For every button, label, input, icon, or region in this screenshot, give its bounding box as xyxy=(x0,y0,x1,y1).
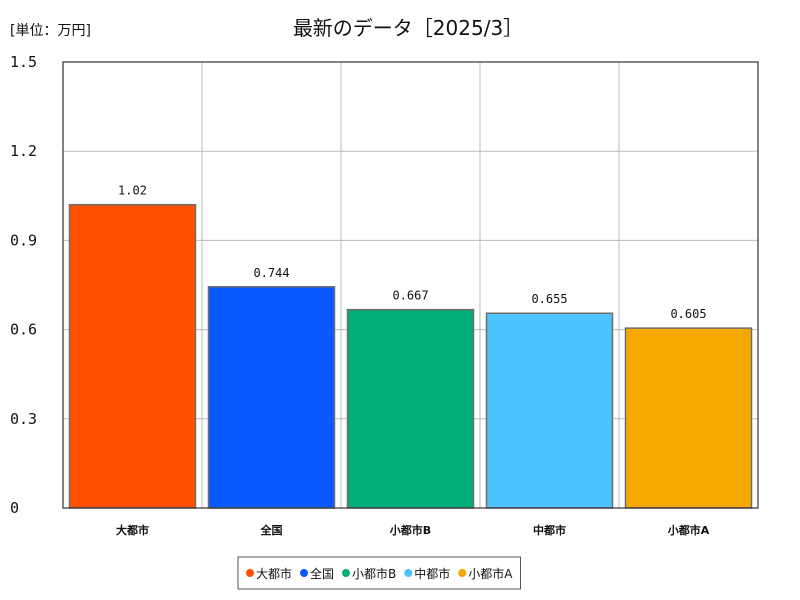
x-tick-label: 小都市A xyxy=(667,523,710,537)
legend-marker xyxy=(342,569,351,577)
legend-label: 中都市 xyxy=(414,566,450,581)
y-tick-label: 1.5 xyxy=(10,53,37,71)
bar xyxy=(624,327,753,509)
legend-label: 大都市 xyxy=(256,566,292,581)
x-tick-label: 中都市 xyxy=(533,523,566,537)
bar xyxy=(207,286,336,509)
y-tick-label: 1.2 xyxy=(10,142,37,160)
data-label: 0.655 xyxy=(531,292,567,306)
legend-label: 全国 xyxy=(310,566,334,581)
y-tick-label: 0.9 xyxy=(10,231,37,249)
x-axis: 大都市 全国 小都市B 中都市 小都市A xyxy=(116,523,710,537)
bar xyxy=(485,312,614,509)
data-label: 0.667 xyxy=(392,289,428,303)
legend-box xyxy=(237,556,521,590)
bar xyxy=(346,308,475,509)
data-label: 0.605 xyxy=(670,307,706,321)
x-tick-label: 大都市 xyxy=(116,523,149,537)
legend-marker xyxy=(404,569,413,577)
chart-title: 最新のデータ［2025/3］ xyxy=(293,16,523,40)
data-label: 1.02 xyxy=(118,184,147,198)
bar xyxy=(68,203,197,509)
legend-label: 小都市A xyxy=(468,566,513,581)
unit-label: [単位：万円] xyxy=(10,23,91,39)
plot-frame xyxy=(62,61,759,509)
legend-marker xyxy=(246,569,254,577)
y-tick-label: 0 xyxy=(10,499,19,517)
plot-border xyxy=(62,61,759,509)
legend: 大都市 全国 小都市B 中都市 小都市A xyxy=(237,556,521,590)
legend-marker xyxy=(300,569,309,577)
legend-label: 小都市B xyxy=(352,566,396,581)
bar-series: 1.02 0.744 0.667 0.655 0.605 xyxy=(68,184,753,509)
legend-marker xyxy=(458,569,467,577)
data-label: 0.744 xyxy=(253,266,289,280)
x-tick-label: 全国 xyxy=(260,523,283,537)
y-tick-label: 0.3 xyxy=(10,410,37,428)
y-axis: 0 0.3 0.6 0.9 1.2 1.5 xyxy=(10,53,37,517)
x-tick-label: 小都市B xyxy=(389,523,431,537)
y-tick-label: 0.6 xyxy=(10,321,37,339)
